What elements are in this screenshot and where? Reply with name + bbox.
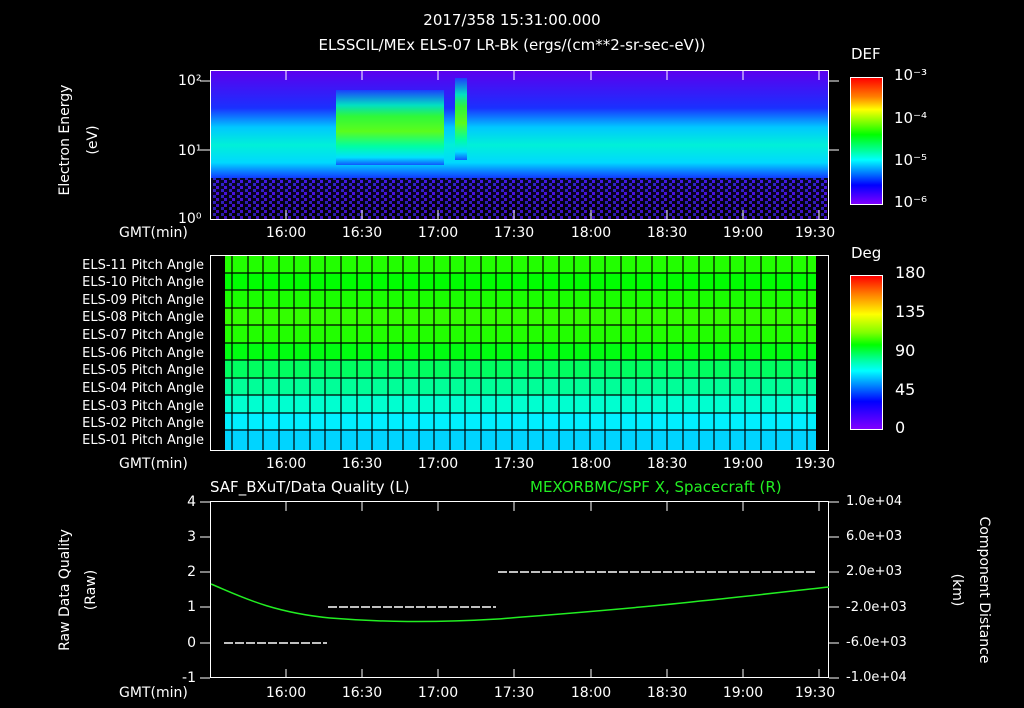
quality-xtick: 19:00 [722,685,764,701]
quality-xtick: 16:30 [341,685,383,701]
energy-xtick: 16:30 [341,225,383,241]
energy-ytick-10: 10¹ [178,143,202,159]
distance-ytick: 2.0e+03 [846,564,903,579]
quality-ytick: 0 [187,635,196,651]
pitch-xtick: 19:30 [794,456,836,472]
quality-ytick: 1 [187,599,196,615]
pitch-xlabel: GMT(min) [119,456,188,472]
quality-xtick: 18:30 [646,685,688,701]
def-colorbar [850,77,883,205]
energy-xtick: 17:00 [417,225,459,241]
deg-colorbar-tick: 90 [895,341,916,360]
quality-xtick: 17:30 [493,685,535,701]
energy-xlabel: GMT(min) [119,225,188,241]
def-colorbar-tick: 10⁻⁶ [894,193,928,211]
deg-colorbar [850,275,883,430]
pitch-xtick: 18:30 [646,456,688,472]
distance-ytick: 1.0e+04 [846,494,903,509]
quality-ytick: -1 [182,670,196,686]
def-colorbar-tick: 10⁻³ [894,66,928,84]
pitch-row-label: ELS-02 Pitch Angle [82,416,204,431]
energy-ytick-100: 10² [178,73,202,89]
pitch-row-label: ELS-08 Pitch Angle [82,310,204,325]
deg-colorbar-title: Deg [851,244,882,262]
plot-datetime: 2017/358 15:31:00.000 [423,11,601,29]
quality-xtick: 18:00 [570,685,612,701]
plot-subtitle: ELSSCIL/MEx ELS-07 LR-Bk (ergs/(cm**2-sr… [318,36,706,54]
left-series-title: SAF_BXuT/Data Quality (L) [210,478,410,496]
deg-colorbar-tick: 135 [895,302,926,321]
quality-xtick: 16:00 [265,685,307,701]
pitch-row-label: ELS-03 Pitch Angle [82,399,204,414]
quality-ytick: 4 [187,494,196,510]
right-series-title: MEXORBMC/SPF X, Spacecraft (R) [530,478,782,496]
def-colorbar-tick: 10⁻⁴ [894,109,928,127]
pitch-xtick: 19:00 [722,456,764,472]
energy-xtick: 19:00 [722,225,764,241]
quality-xtick: 19:30 [794,685,836,701]
pitch-xtick: 17:30 [493,456,535,472]
deg-colorbar-tick: 180 [895,263,926,282]
pitch-xtick: 16:00 [265,456,307,472]
pitch-xtick: 18:00 [570,456,612,472]
pitch-row-label: ELS-10 Pitch Angle [82,275,204,290]
pitch-row-label: ELS-07 Pitch Angle [82,328,204,343]
pitch-row-label: ELS-05 Pitch Angle [82,363,204,378]
energy-xtick: 17:30 [493,225,535,241]
energy-ytick-1: 10⁰ [178,211,202,227]
energy-xtick: 18:30 [646,225,688,241]
deg-colorbar-tick: 0 [895,418,906,437]
energy-xtick: 19:30 [794,225,836,241]
energy-xtick: 16:00 [265,225,307,241]
quality-ytick: 2 [187,564,196,580]
pitch-row-label: ELS-11 Pitch Angle [82,258,204,273]
def-colorbar-tick: 10⁻⁵ [894,151,928,169]
def-colorbar-title: DEF [851,45,881,63]
distance-ytick: -1.0e+04 [846,670,907,685]
distance-ytick: -2.0e+03 [846,600,907,615]
pitch-row-label: ELS-01 Pitch Angle [82,433,204,448]
distance-ytick: -6.0e+03 [846,635,907,650]
distance-ytick: 6.0e+03 [846,529,903,544]
pitch-row-label: ELS-06 Pitch Angle [82,346,204,361]
pitch-xtick: 17:00 [417,456,459,472]
pitch-xtick: 16:30 [341,456,383,472]
energy-xtick: 18:00 [570,225,612,241]
pitch-row-label: ELS-04 Pitch Angle [82,381,204,396]
quality-ytick: 3 [187,529,196,545]
quality-xlabel: GMT(min) [119,685,188,701]
quality-xtick: 17:00 [417,685,459,701]
pitch-row-label: ELS-09 Pitch Angle [82,293,204,308]
deg-colorbar-tick: 45 [895,380,916,399]
